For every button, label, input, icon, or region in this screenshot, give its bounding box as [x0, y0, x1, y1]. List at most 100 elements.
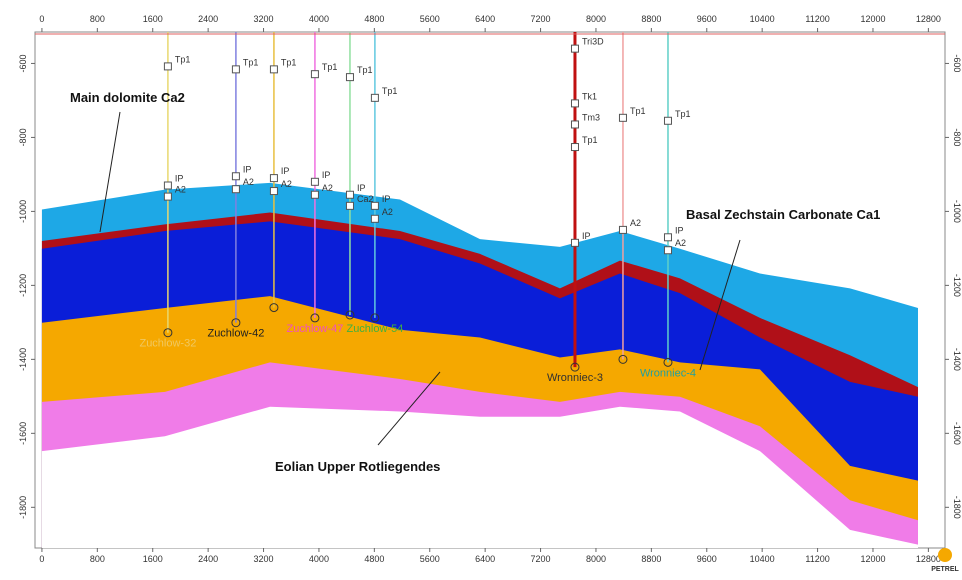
marker-label: A2: [630, 218, 641, 228]
marker-label: A2: [382, 207, 393, 217]
marker-label: A2: [322, 183, 333, 193]
x-tick-label: 9600: [697, 14, 717, 24]
well-marker: [571, 100, 578, 107]
x-tick-label: 12000: [860, 554, 885, 564]
x-tick-label: 7200: [531, 14, 551, 24]
logo: PETREL: [931, 566, 959, 573]
x-tick-label: 6400: [475, 554, 495, 564]
x-tick-label: 8000: [586, 14, 606, 24]
x-tick-label: 5600: [420, 14, 440, 24]
well-name: Zuchlow-47: [286, 323, 343, 335]
y-tick-label: -1400: [18, 348, 28, 371]
well-marker: [270, 188, 277, 195]
well-marker: [571, 121, 578, 128]
well-marker: [371, 215, 378, 222]
well-name: Zuchlow-42: [207, 328, 264, 340]
marker-label: Tp1: [582, 135, 598, 145]
marker-label: Tk1: [582, 91, 597, 101]
annotation: Main dolomite Ca2: [70, 90, 185, 105]
y-tick-label: -800: [18, 128, 28, 146]
x-tick-label: 2400: [198, 554, 218, 564]
marker-label: IP: [675, 225, 684, 235]
x-tick-label: 6400: [475, 14, 495, 24]
x-tick-label: 11200: [805, 554, 829, 564]
well-marker: [164, 193, 171, 200]
annotation: Eolian Upper Rotliegendes: [275, 459, 440, 474]
marker-label: IP: [582, 231, 591, 241]
x-tick-label: 11200: [805, 14, 829, 24]
y-tick-label: -1400: [952, 348, 962, 371]
marker-label: IP: [175, 174, 184, 184]
well-marker: [571, 45, 578, 52]
y-tick-label: -800: [952, 128, 962, 146]
y-tick-label: -1800: [952, 496, 962, 519]
well-name: Wronniec-4: [640, 367, 696, 379]
marker-label: Tp1: [175, 54, 191, 64]
x-tick-label: 3200: [254, 14, 274, 24]
x-tick-label: 3200: [254, 554, 274, 564]
marker-label: Tp1: [630, 106, 646, 116]
marker-label: IP: [322, 170, 331, 180]
y-tick-label: -1600: [18, 422, 28, 445]
marker-label: Tp1: [322, 62, 338, 72]
marker-label: Tp1: [382, 86, 398, 96]
x-tick-label: 12800: [916, 14, 941, 24]
well-marker: [664, 117, 671, 124]
y-tick-label: -1600: [952, 422, 962, 445]
marker-label: Tri3D: [582, 37, 604, 47]
x-tick-label: 8800: [641, 554, 661, 564]
annotation: Basal Zechstain Carbonate Ca1: [686, 207, 880, 222]
well-marker: [232, 186, 239, 193]
x-tick-label: 4800: [364, 14, 384, 24]
y-tick-label: -600: [18, 54, 28, 72]
logo-icon: [938, 548, 952, 562]
well-marker: [311, 178, 318, 185]
well-marker: [571, 239, 578, 246]
y-tick-label: -1200: [18, 274, 28, 297]
well-marker: [164, 63, 171, 70]
x-tick-label: 4000: [309, 14, 329, 24]
well-marker: [311, 191, 318, 198]
well-marker: [619, 226, 626, 233]
well-name: Zuchlow-32: [139, 338, 196, 350]
x-tick-label: 4000: [309, 554, 329, 564]
well-marker: [164, 182, 171, 189]
x-tick-label: 800: [90, 554, 105, 564]
x-tick-label: 5600: [420, 554, 440, 564]
x-tick-label: 10400: [750, 14, 775, 24]
well-marker: [311, 71, 318, 78]
well-marker: [232, 173, 239, 180]
well-marker: [346, 202, 353, 209]
x-tick-label: 12800: [916, 554, 941, 564]
well-marker: [664, 234, 671, 241]
marker-label: A2: [281, 179, 292, 189]
well-marker: [371, 94, 378, 101]
y-tick-label: -1200: [952, 274, 962, 297]
marker-label: Tm3: [582, 112, 600, 122]
well-marker: [619, 114, 626, 121]
well-marker: [346, 191, 353, 198]
x-tick-label: 800: [90, 14, 105, 24]
x-tick-label: 8800: [641, 14, 661, 24]
well-marker: [232, 66, 239, 73]
x-tick-label: 10400: [750, 554, 775, 564]
section-view: Tp1IPA2Zuchlow-32Tp1IPA2Zuchlow-42Tp1IPA…: [0, 0, 962, 575]
well-marker: [270, 175, 277, 182]
well-marker: [346, 74, 353, 81]
x-tick-label: 0: [39, 14, 44, 24]
y-tick-label: -1800: [18, 496, 28, 519]
well-marker: [371, 202, 378, 209]
marker-label: IP: [281, 166, 290, 176]
x-tick-label: 4800: [364, 554, 384, 564]
well-marker: [664, 247, 671, 254]
marker-label: Tp1: [357, 65, 373, 75]
y-tick-label: -1000: [18, 200, 28, 223]
x-tick-label: 12000: [860, 14, 885, 24]
marker-label: A2: [675, 238, 686, 248]
x-tick-label: 9600: [697, 554, 717, 564]
x-tick-label: 8000: [586, 554, 606, 564]
y-tick-label: -600: [952, 54, 962, 72]
x-tick-label: 2400: [198, 14, 218, 24]
marker-label: A2: [175, 185, 186, 195]
well-marker: [571, 144, 578, 151]
